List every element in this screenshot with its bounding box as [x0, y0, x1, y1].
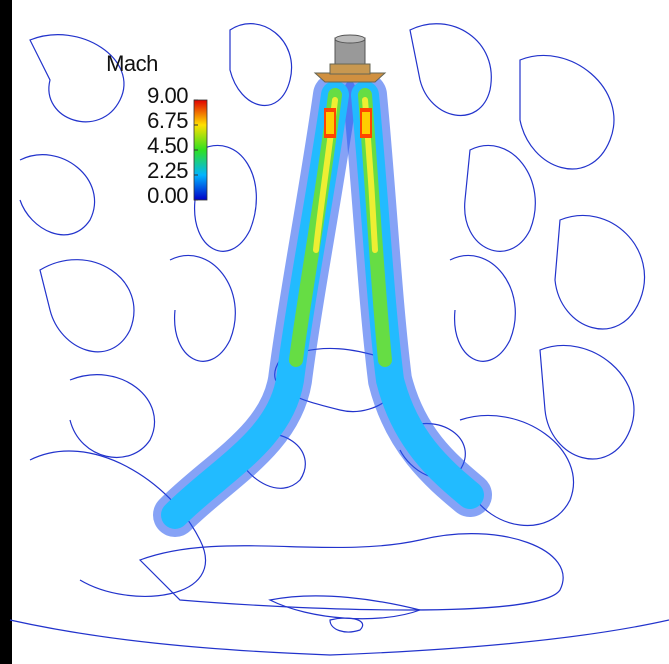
page: Mach 9.006.754.502.250.00 (() => { const… — [0, 0, 669, 664]
colorbar-tick-label: 0.00 — [147, 183, 188, 208]
figure: Mach 9.006.754.502.250.00 — [0, 0, 669, 664]
left-border — [0, 0, 12, 664]
colorbar-tick-label: 4.50 — [147, 133, 188, 158]
plume — [175, 95, 470, 515]
nozzle — [315, 35, 385, 82]
legend-title: Mach — [106, 51, 158, 76]
colorbar-tick-label: 2.25 — [147, 158, 188, 183]
colorbar-tick-label: 6.75 — [147, 108, 188, 133]
colorbar-tick-label: 9.00 — [147, 83, 188, 108]
